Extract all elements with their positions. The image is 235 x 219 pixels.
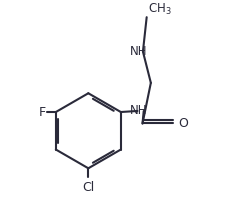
Text: Cl: Cl [82, 181, 94, 194]
Text: O: O [178, 117, 188, 130]
Text: NH: NH [130, 104, 147, 117]
Text: CH$_3$: CH$_3$ [148, 2, 171, 17]
Text: F: F [39, 106, 46, 118]
Text: NH: NH [129, 45, 147, 58]
